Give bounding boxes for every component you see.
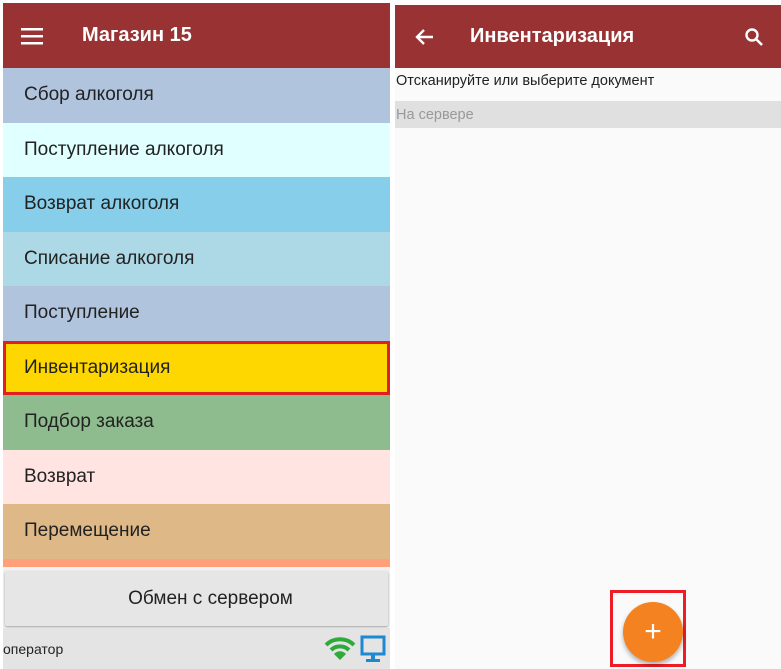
menu-item[interactable]: Поступление — [3, 286, 390, 341]
menu-item[interactable]: Возврат алкоголя — [3, 177, 390, 232]
screen-title: Инвентаризация — [470, 25, 635, 47]
menu-item[interactable]: Списание алкоголя — [3, 231, 390, 286]
menu-list: Сбор алкоголя Поступление алкоголя Возврат… — [3, 68, 390, 567]
wifi-icon — [324, 636, 356, 660]
app-bar: Инвентаризация — [395, 5, 781, 68]
plus-icon: + — [644, 615, 662, 648]
app-bar: Магазин 15 — [3, 3, 390, 68]
section-header-server: На сервере — [395, 101, 781, 128]
arrow-left-icon[interactable] — [414, 28, 434, 46]
menu-item-label: Поступление алкоголя — [24, 138, 224, 160]
menu-item-label: Возврат — [24, 465, 96, 487]
main-menu-screen: Магазин 15 Сбор алкоголя Поступление алко… — [3, 3, 390, 669]
user-label: оператор — [3, 640, 64, 657]
menu-item[interactable]: Поступление алкоголя — [3, 122, 390, 177]
menu-item[interactable]: Перемещение — [3, 504, 390, 559]
scan-prompt: Отсканируйте или выберите документ — [396, 73, 655, 89]
menu-item-label: Списание алкоголя — [24, 247, 195, 269]
app-title: Магазин 15 — [82, 24, 192, 46]
menu-item-label: Возврат алкоголя — [24, 193, 180, 215]
menu-item-label: Подбор заказа — [24, 411, 154, 433]
menu-item-label: Сбор алкоголя — [24, 84, 154, 106]
inventory-screen: Инвентаризация Отсканируйте или выберите… — [395, 5, 781, 669]
menu-item-label: Перемещение — [24, 520, 151, 542]
monitor-icon — [360, 635, 386, 662]
menu-item[interactable]: Сбор алкоголя — [3, 68, 390, 123]
menu-item-label: Поступление — [24, 302, 140, 324]
hamburger-icon[interactable] — [21, 27, 45, 45]
sync-server-button[interactable]: Обмен с сервером — [5, 571, 388, 626]
menu-item[interactable]: Подбор заказа — [3, 395, 390, 450]
menu-item-partial[interactable] — [3, 558, 390, 567]
search-icon[interactable] — [744, 27, 764, 47]
highlight-frame: + — [610, 590, 686, 667]
menu-item[interactable]: Инвентаризация — [3, 340, 390, 395]
status-bar: оператор — [3, 628, 390, 669]
menu-item[interactable]: Возврат — [3, 449, 390, 504]
menu-item-label: Инвентаризация — [24, 356, 171, 378]
add-document-button[interactable]: + — [623, 602, 683, 662]
